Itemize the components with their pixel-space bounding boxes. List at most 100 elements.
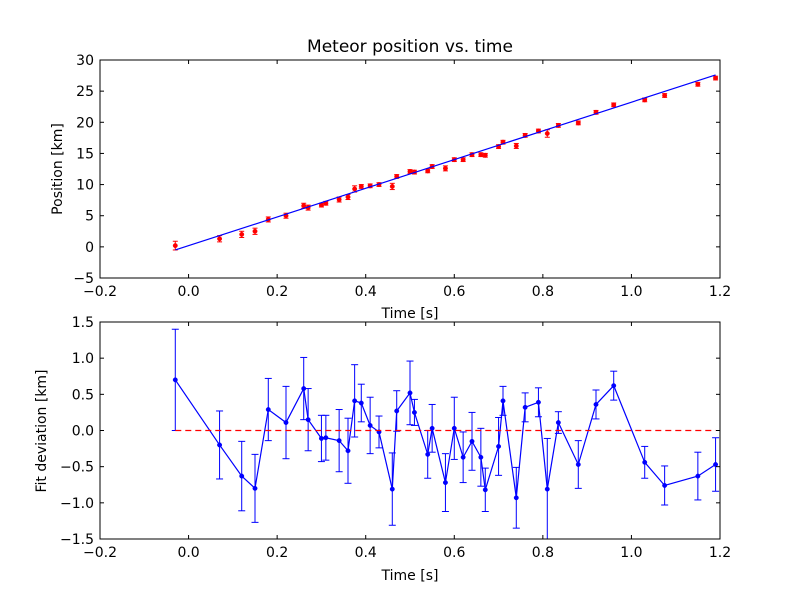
y-tick-label: −1.0 bbox=[60, 496, 94, 512]
data-point bbox=[713, 75, 719, 81]
data-point bbox=[555, 420, 561, 425]
data-point bbox=[389, 183, 395, 189]
data-point bbox=[358, 400, 364, 406]
data-point bbox=[367, 422, 373, 428]
data-point bbox=[429, 425, 435, 431]
data-point bbox=[544, 486, 550, 492]
y-tick-label: −5 bbox=[73, 271, 94, 287]
data-point bbox=[345, 194, 351, 200]
y-tick-label: 1.0 bbox=[72, 351, 94, 367]
position-plot: Meteor position vs. time Time [s] Positi… bbox=[50, 37, 731, 322]
y-tick-label: 0.0 bbox=[72, 424, 94, 440]
data-point bbox=[451, 425, 457, 431]
data-point bbox=[695, 473, 701, 479]
data-point bbox=[318, 436, 324, 441]
data-point bbox=[662, 93, 668, 98]
x-tick-label: 0.6 bbox=[443, 284, 465, 300]
data-layer bbox=[172, 74, 719, 251]
data-point bbox=[239, 231, 245, 237]
data-point bbox=[482, 152, 488, 158]
data-point bbox=[469, 438, 475, 444]
x-tick-label: 0.4 bbox=[355, 545, 377, 561]
x-tick-label: 0.8 bbox=[532, 545, 554, 561]
data-point bbox=[695, 81, 701, 87]
x-tick-label: 0.4 bbox=[355, 284, 377, 300]
x-tick-label: −0.2 bbox=[83, 284, 117, 300]
data-point bbox=[611, 383, 617, 389]
data-point bbox=[172, 243, 178, 249]
y-axis-label: Position [km] bbox=[50, 123, 66, 215]
data-point bbox=[425, 168, 431, 174]
x-tick-label: 0.0 bbox=[177, 284, 199, 300]
data-point bbox=[460, 157, 466, 163]
chart-title: Meteor position vs. time bbox=[307, 37, 513, 57]
y-tick-label: 0 bbox=[85, 240, 94, 256]
y-tick-label: 15 bbox=[76, 146, 94, 162]
data-layer bbox=[171, 328, 720, 539]
y-tick-label: 10 bbox=[76, 178, 94, 194]
data-point bbox=[217, 236, 223, 242]
data-point bbox=[544, 131, 550, 136]
y-tick-label: 20 bbox=[76, 115, 94, 131]
data-point bbox=[500, 398, 506, 404]
data-point bbox=[389, 486, 395, 492]
data-point bbox=[478, 152, 484, 158]
y-tick-label: 0.5 bbox=[72, 387, 94, 403]
x-tick-label: 1.0 bbox=[620, 545, 642, 561]
fit-deviation-plot: Time [s] Fit deviation [km] −0.2 0.0 0.2 0.… bbox=[34, 315, 731, 584]
data-point bbox=[442, 165, 448, 171]
y-tick-label: −1.5 bbox=[60, 532, 94, 548]
data-point bbox=[345, 448, 351, 454]
data-point bbox=[252, 485, 258, 491]
data-point bbox=[575, 462, 581, 467]
data-point bbox=[482, 487, 488, 493]
data-point bbox=[425, 451, 431, 457]
data-point bbox=[283, 420, 289, 425]
y-tick-label: −0.5 bbox=[60, 460, 94, 476]
deviation-line bbox=[174, 379, 716, 498]
data-point bbox=[611, 102, 617, 108]
data-point bbox=[460, 454, 466, 460]
data-point bbox=[394, 408, 400, 414]
x-tick-label: 0.8 bbox=[532, 284, 554, 300]
y-tick-label: 5 bbox=[85, 209, 94, 225]
data-point bbox=[252, 228, 258, 234]
x-tick-label: 1.2 bbox=[709, 545, 731, 561]
fit-line bbox=[175, 74, 716, 251]
data-point bbox=[172, 377, 178, 383]
data-point bbox=[352, 186, 358, 192]
data-point bbox=[305, 417, 311, 423]
x-axis-label: Time [s] bbox=[381, 306, 439, 322]
x-tick-label: 0.0 bbox=[177, 545, 199, 561]
data-point bbox=[352, 398, 358, 404]
data-point bbox=[336, 438, 342, 444]
data-point bbox=[217, 442, 223, 448]
x-tick-label: 1.2 bbox=[709, 284, 731, 300]
data-point bbox=[513, 495, 519, 501]
data-point bbox=[662, 483, 668, 488]
y-axis-label: Fit deviation [km] bbox=[34, 369, 50, 492]
data-point bbox=[411, 409, 417, 415]
y-tick-label: 30 bbox=[76, 53, 94, 69]
data-point bbox=[265, 407, 271, 412]
data-point bbox=[713, 462, 719, 467]
data-point bbox=[239, 473, 245, 479]
data-point bbox=[522, 404, 528, 410]
data-point bbox=[575, 120, 581, 126]
x-tick-label: −0.2 bbox=[83, 545, 117, 561]
y-tick-label: 1.5 bbox=[72, 315, 94, 331]
data-point bbox=[642, 459, 648, 465]
data-point bbox=[442, 480, 448, 486]
data-point bbox=[535, 399, 541, 405]
data-point bbox=[496, 443, 502, 449]
x-tick-label: 0.2 bbox=[266, 284, 288, 300]
x-tick-label: 0.2 bbox=[266, 545, 288, 561]
data-point bbox=[323, 435, 329, 441]
data-point bbox=[478, 454, 484, 460]
x-tick-label: 0.6 bbox=[443, 545, 465, 561]
data-point bbox=[407, 390, 413, 396]
axes-frame bbox=[99, 59, 721, 279]
y-tick-label: 25 bbox=[76, 84, 94, 100]
data-point bbox=[593, 402, 599, 407]
data-point bbox=[513, 143, 519, 149]
